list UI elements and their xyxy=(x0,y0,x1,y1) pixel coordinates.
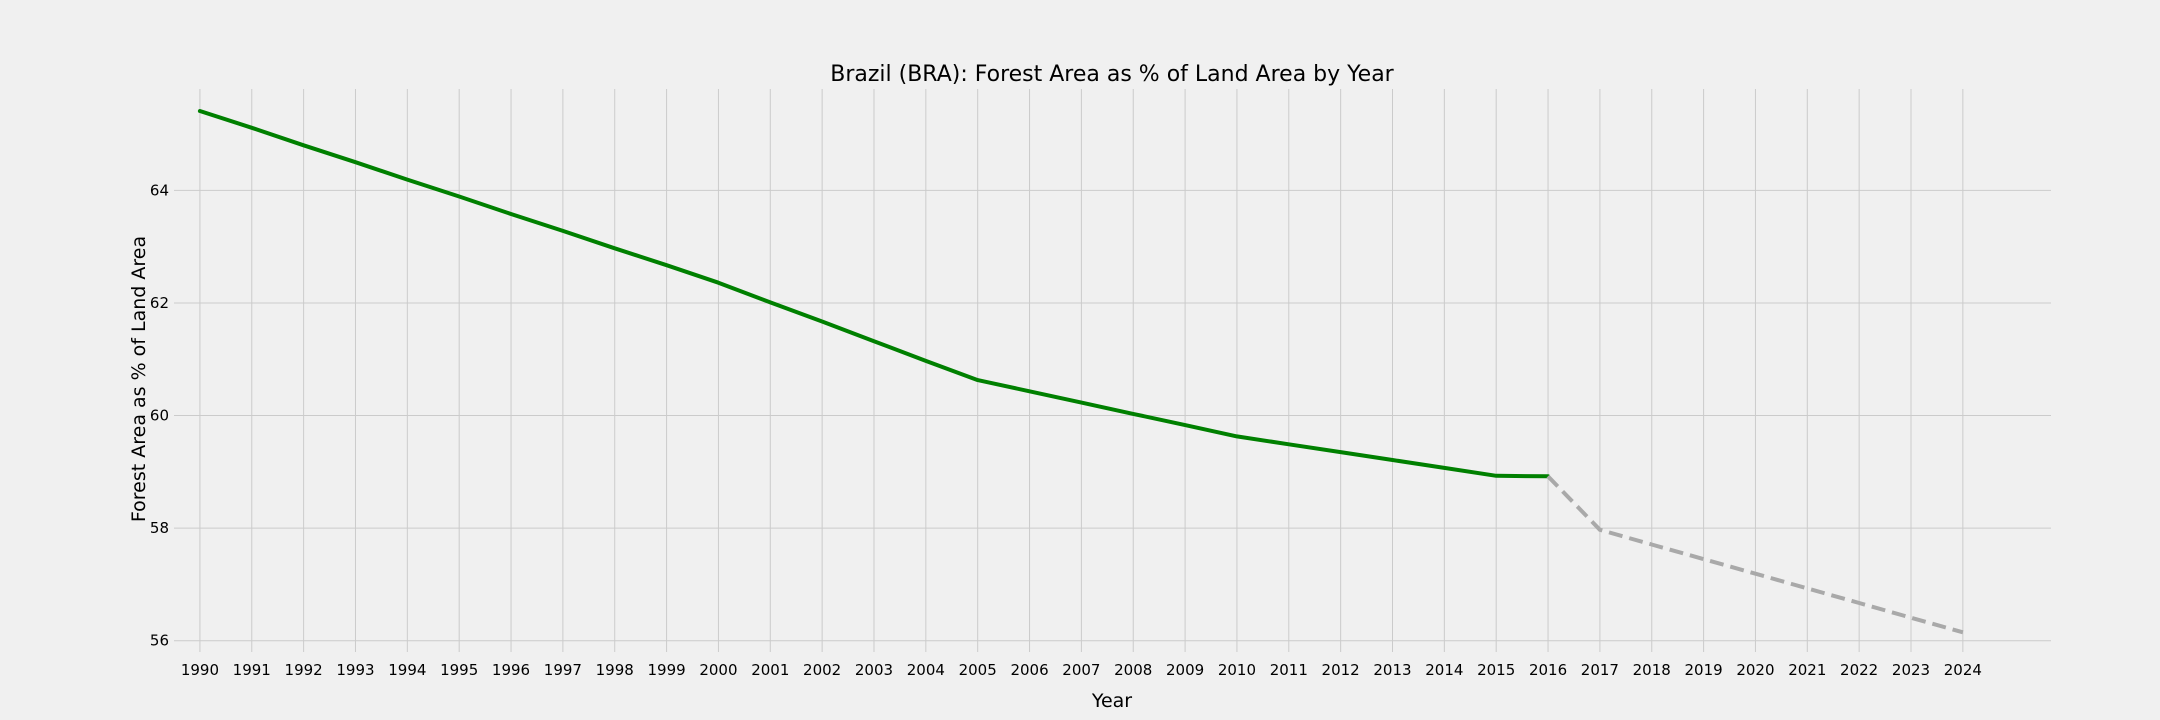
x-tick-label: 2001 xyxy=(751,661,789,679)
x-tick-label: 1990 xyxy=(181,661,219,679)
x-tick-label: 2003 xyxy=(855,661,893,679)
y-axis-title: Forest Area as % of Land Area xyxy=(128,236,150,522)
x-tick-label: 2006 xyxy=(1010,661,1048,679)
x-tick-label: 2009 xyxy=(1166,661,1204,679)
historical-series-line xyxy=(197,109,1550,479)
x-tick-label: 2013 xyxy=(1373,661,1411,679)
y-tick-label: 60 xyxy=(150,407,169,425)
x-tick-label: 2000 xyxy=(699,661,737,679)
x-tick-label: 1994 xyxy=(388,661,426,679)
x-tick-label: 1993 xyxy=(336,661,374,679)
x-tick-label: 2014 xyxy=(1425,661,1463,679)
x-axis-ticks: 1990 1991 1992 1993 1994 1995 1996 1997 1998 1999… xyxy=(181,661,1982,679)
x-tick-label: 2008 xyxy=(1114,661,1152,679)
chart-title: Brazil (BRA): Forest Area as % of Land A… xyxy=(830,62,1394,87)
x-tick-label: 2021 xyxy=(1788,661,1826,679)
x-tick-label: 2016 xyxy=(1529,661,1567,679)
x-tick-label: 2018 xyxy=(1633,661,1671,679)
x-axis-title: Year xyxy=(1091,690,1132,712)
x-tick-label: 2007 xyxy=(1062,661,1100,679)
grid xyxy=(174,89,2051,652)
x-tick-label: 2017 xyxy=(1581,661,1619,679)
x-tick-label: 2022 xyxy=(1840,661,1878,679)
projected-series-line xyxy=(1546,474,1964,635)
x-tick-label: 2023 xyxy=(1892,661,1930,679)
x-tick-label: 1991 xyxy=(233,661,271,679)
x-tick-label: 2015 xyxy=(1477,661,1515,679)
x-tick-label: 2020 xyxy=(1736,661,1774,679)
y-tick-label: 64 xyxy=(150,181,169,199)
x-tick-label: 1992 xyxy=(285,661,323,679)
x-tick-label: 1997 xyxy=(544,661,582,679)
series-lines xyxy=(197,109,1964,635)
x-tick-label: 1998 xyxy=(596,661,634,679)
y-tick-label: 62 xyxy=(150,294,169,312)
x-tick-label: 2012 xyxy=(1322,661,1360,679)
x-tick-label: 2019 xyxy=(1685,661,1723,679)
x-tick-label: 2024 xyxy=(1944,661,1982,679)
y-tick-label: 58 xyxy=(150,519,169,537)
y-tick-label: 56 xyxy=(150,632,169,650)
x-tick-label: 2011 xyxy=(1270,661,1308,679)
x-tick-label: 1999 xyxy=(647,661,685,679)
x-tick-label: 2010 xyxy=(1218,661,1256,679)
x-tick-label: 2005 xyxy=(959,661,997,679)
y-axis-ticks: 56 58 60 62 64 xyxy=(150,181,169,649)
x-tick-label: 2002 xyxy=(803,661,841,679)
x-tick-label: 1995 xyxy=(440,661,478,679)
x-tick-label: 1996 xyxy=(492,661,530,679)
x-tick-label: 2004 xyxy=(907,661,945,679)
